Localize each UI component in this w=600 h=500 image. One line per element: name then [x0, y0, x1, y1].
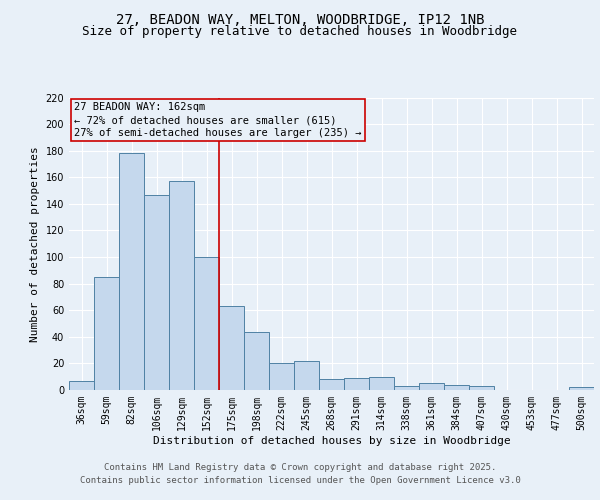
Bar — [444, 384, 469, 390]
Bar — [244, 332, 269, 390]
Text: Contains HM Land Registry data © Crown copyright and database right 2025.: Contains HM Land Registry data © Crown c… — [104, 464, 496, 472]
Bar — [344, 378, 369, 390]
Bar — [369, 376, 394, 390]
Bar — [144, 194, 169, 390]
X-axis label: Distribution of detached houses by size in Woodbridge: Distribution of detached houses by size … — [152, 436, 511, 446]
Bar — [569, 388, 594, 390]
Bar — [194, 257, 219, 390]
Bar — [419, 384, 444, 390]
Text: 27, BEADON WAY, MELTON, WOODBRIDGE, IP12 1NB: 27, BEADON WAY, MELTON, WOODBRIDGE, IP12… — [116, 12, 484, 26]
Bar — [94, 277, 119, 390]
Bar — [169, 182, 194, 390]
Y-axis label: Number of detached properties: Number of detached properties — [30, 146, 40, 342]
Bar — [119, 154, 144, 390]
Bar — [69, 380, 94, 390]
Text: Size of property relative to detached houses in Woodbridge: Size of property relative to detached ho… — [83, 25, 517, 38]
Bar — [394, 386, 419, 390]
Bar — [469, 386, 494, 390]
Bar — [269, 364, 294, 390]
Bar — [219, 306, 244, 390]
Text: Contains public sector information licensed under the Open Government Licence v3: Contains public sector information licen… — [80, 476, 520, 485]
Text: 27 BEADON WAY: 162sqm
← 72% of detached houses are smaller (615)
27% of semi-det: 27 BEADON WAY: 162sqm ← 72% of detached … — [74, 102, 362, 139]
Bar — [319, 380, 344, 390]
Bar — [294, 361, 319, 390]
